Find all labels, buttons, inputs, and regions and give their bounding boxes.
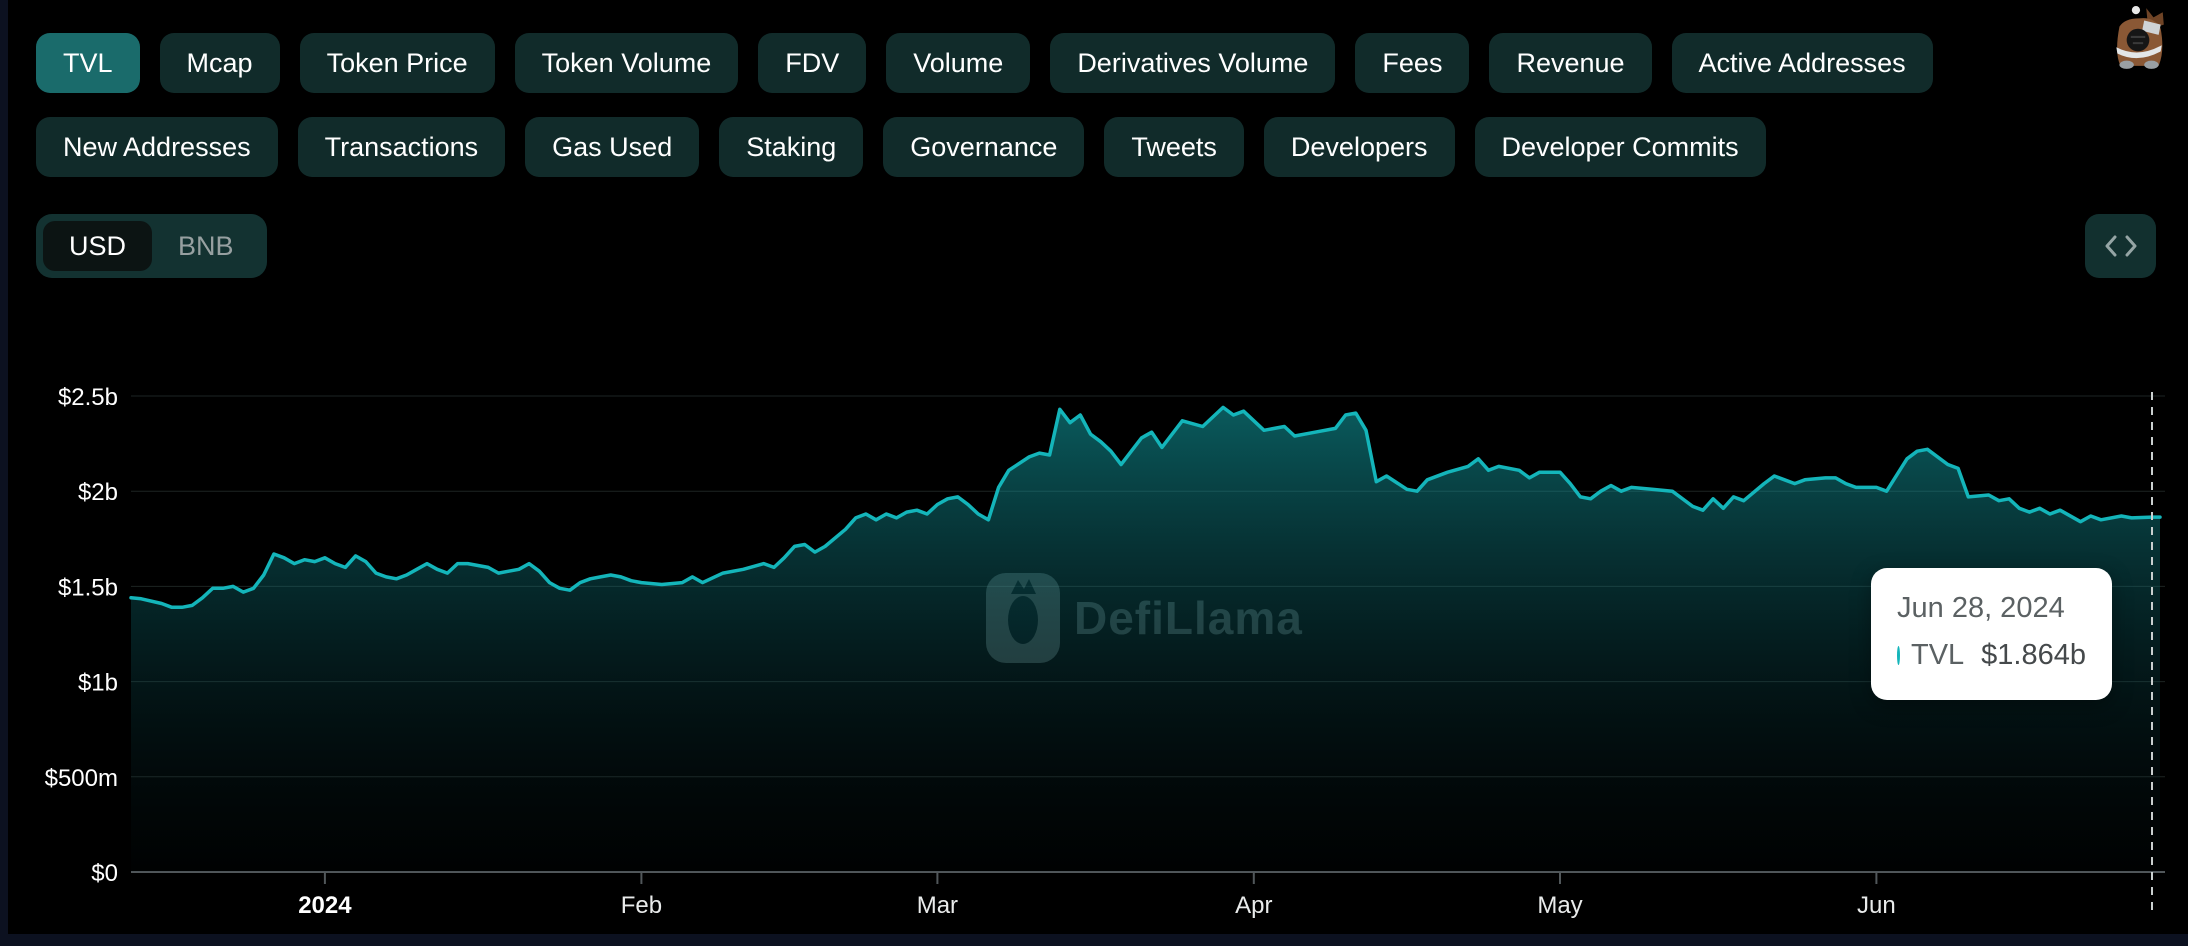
x-axis-label: Jun <box>1857 892 1896 919</box>
currency-toggle[interactable]: USD BNB <box>36 214 267 278</box>
metric-tab-staking[interactable]: Staking <box>719 117 864 177</box>
metric-tabs-row-1: TVL Mcap Token Price Token Volume FDV Volume D… <box>36 33 1933 93</box>
metric-tabs-row-2: New Addresses Transactions Gas Used Staking… <box>36 117 1766 177</box>
page-bottom-edge <box>0 934 2188 946</box>
metric-tab-mcap[interactable]: Mcap <box>159 33 280 93</box>
metric-tab-developer-commits[interactable]: Developer Commits <box>1474 117 1766 177</box>
y-axis-label: $1.5b <box>58 574 118 601</box>
metric-tab-token-price[interactable]: Token Price <box>299 33 495 93</box>
currency-option-usd[interactable]: USD <box>43 221 153 271</box>
chart-canvas[interactable]: $2.5b $2b $1.5b $1b $500m $0 2024 Feb Mar Apr May J… <box>0 376 2188 946</box>
tooltip-date: Jun 28, 2024 <box>1897 592 2065 624</box>
tooltip-value: $1.864b <box>1981 639 2086 671</box>
chart-tooltip: Jun 28, 2024 TVL $1.864b <box>1871 568 2112 700</box>
x-axis-label: Apr <box>1235 892 1272 919</box>
llama-mascot-icon <box>2116 6 2164 69</box>
y-axis-label: $1b <box>78 670 118 697</box>
code-icon <box>2105 235 2136 257</box>
currency-option-bnb[interactable]: BNB <box>178 230 234 261</box>
metric-tab-volume[interactable]: Volume <box>886 33 1031 93</box>
metric-tab-developers[interactable]: Developers <box>1263 117 1455 177</box>
metric-tab-transactions[interactable]: Transactions <box>297 117 506 177</box>
metric-tab-tweets[interactable]: Tweets <box>1104 117 1244 177</box>
embed-chart-button[interactable] <box>2085 214 2156 278</box>
tvl-area-chart[interactable]: $2.5b $2b $1.5b $1b $500m $0 2024 Feb Mar Apr May J… <box>0 376 2188 946</box>
metric-tab-fdv[interactable]: FDV <box>758 33 867 93</box>
metric-tab-gas-used[interactable]: Gas Used <box>525 117 700 177</box>
y-axis-label: $500m <box>45 765 118 792</box>
llama-avatar[interactable] <box>2105 6 2171 72</box>
page-left-edge <box>0 0 8 946</box>
metric-tab-derivatives-volume[interactable]: Derivatives Volume <box>1050 33 1336 93</box>
metric-tab-governance[interactable]: Governance <box>883 117 1085 177</box>
x-axis-label: Mar <box>917 892 958 919</box>
tooltip-series-label: TVL <box>1910 639 1965 671</box>
metric-tab-token-volume[interactable]: Token Volume <box>514 33 739 93</box>
x-axis-label: Feb <box>621 892 662 919</box>
tvl-area <box>131 407 2160 872</box>
y-axis-label: $0 <box>91 860 118 887</box>
metric-tab-fees[interactable]: Fees <box>1355 33 1470 93</box>
x-axis-label: May <box>1537 892 1582 919</box>
metric-tab-active-addresses[interactable]: Active Addresses <box>1671 33 1933 93</box>
metric-tab-new-addresses[interactable]: New Addresses <box>36 117 278 177</box>
metric-tab-revenue[interactable]: Revenue <box>1489 33 1652 93</box>
series-dot <box>1897 646 1900 665</box>
y-axis-label: $2b <box>78 479 118 506</box>
y-axis-label: $2.5b <box>58 384 118 411</box>
x-axis-label: 2024 <box>298 892 352 919</box>
metric-tab-tvl[interactable]: TVL <box>36 33 140 93</box>
tvl-line <box>129 405 2162 610</box>
